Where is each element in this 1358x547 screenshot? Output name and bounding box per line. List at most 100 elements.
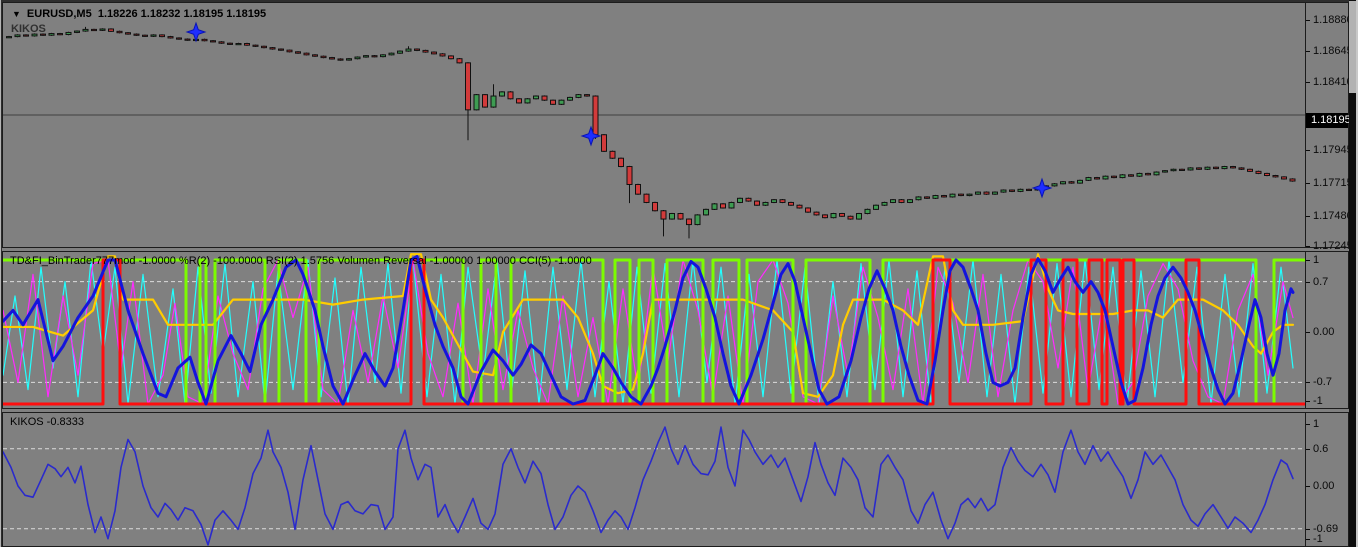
candle-bear	[601, 134, 607, 152]
candle-bear	[1255, 170, 1262, 174]
axis-tick-label: 1.18880	[1313, 14, 1353, 26]
candle-bear	[805, 207, 811, 213]
candle-bull	[14, 34, 21, 38]
candle-bear	[847, 215, 854, 220]
candle-bull	[1000, 189, 1007, 193]
candle-bull	[354, 56, 361, 60]
candle-bear	[303, 52, 310, 56]
candle-bull	[533, 95, 539, 100]
candle-bull	[771, 199, 777, 203]
candle-bear	[142, 34, 148, 37]
vertical-scrollbar-thumb[interactable]	[1349, 1, 1356, 93]
axis-tick	[1306, 150, 1310, 151]
candle-bear	[201, 38, 208, 42]
oscillator-canvas[interactable]	[3, 252, 1305, 408]
candle-bull	[890, 199, 896, 203]
vertical-scrollbar-track[interactable]	[1349, 0, 1356, 547]
candle-bear	[456, 58, 463, 64]
candle-bear	[745, 197, 752, 202]
candle-bull	[363, 55, 369, 58]
candle-bear	[91, 28, 97, 32]
candle-bear	[1111, 175, 1117, 179]
candle-bull	[405, 48, 412, 52]
signal-star-icon[interactable]	[185, 21, 207, 43]
candle-bear	[584, 94, 590, 97]
candle-bull	[490, 95, 497, 108]
candle-bear	[1238, 167, 1245, 170]
candle-bull	[524, 98, 531, 104]
axis-tick-label: -1	[1313, 395, 1323, 407]
symbol-dropdown-icon[interactable]: ▼	[12, 9, 21, 19]
candles-layer	[6, 26, 1296, 239]
candle-bear	[652, 201, 658, 212]
candle-bear	[626, 166, 633, 185]
candle-bear	[261, 45, 267, 49]
candle-bull	[567, 96, 573, 101]
candle-bear	[822, 214, 828, 219]
oscillator-axis: 1 0.7 0.00 -0.7 -1	[1305, 252, 1348, 408]
candle-bull	[48, 33, 55, 36]
candle-bear	[295, 51, 301, 54]
candle-bear	[23, 34, 29, 37]
axis-tick-label: 0.7	[1313, 275, 1329, 288]
candle-bull	[873, 204, 879, 210]
candle-bear	[541, 95, 548, 101]
candle-bull	[1170, 168, 1177, 172]
candle-bear	[609, 150, 616, 159]
candle-bear	[337, 58, 344, 61]
candle-bear	[448, 55, 454, 60]
axis-tick-label: 0.6	[1313, 442, 1329, 455]
candle-bull	[99, 28, 106, 31]
candle-bear	[439, 53, 446, 57]
candle-bear	[465, 62, 471, 111]
axis-tick	[1306, 528, 1310, 530]
candle-bull	[380, 54, 386, 58]
candle-bear	[507, 91, 514, 100]
candle-bear	[1281, 176, 1287, 180]
kikos-line-blue	[3, 426, 1294, 546]
signal-star-icon[interactable]	[580, 125, 602, 147]
candle-bear	[1247, 168, 1253, 172]
axis-tick-label: 1.17480	[1313, 210, 1353, 222]
candle-bear	[167, 36, 174, 39]
candle-bear	[1213, 166, 1219, 170]
candle-bear	[924, 196, 930, 199]
candle-bull	[949, 193, 956, 198]
signal-star-icon[interactable]	[1031, 177, 1053, 199]
axis-tick-label: -1	[1313, 533, 1323, 545]
candle-bull	[1153, 171, 1160, 176]
candle-bear	[1230, 166, 1236, 169]
candle-bull	[966, 193, 973, 197]
candle-bull	[575, 94, 582, 98]
symbol-timeframe-label: EURUSD,M5	[26, 8, 92, 20]
candle-bull	[82, 28, 89, 32]
candle-bull	[975, 191, 981, 195]
candle-bull	[397, 50, 403, 54]
candle-bear	[983, 191, 990, 195]
candle-bull	[1060, 181, 1066, 185]
main-line-blue	[3, 254, 1295, 406]
candle-bear	[686, 218, 692, 226]
candle-bull	[915, 196, 922, 201]
candle-bull	[711, 203, 718, 210]
candle-bear	[550, 99, 556, 105]
candle-bear	[227, 42, 233, 45]
chart-title-bar: ▼ EURUSD,M5 1.18226 1.18232 1.18195 1.181…	[12, 8, 266, 20]
kikos-canvas[interactable]	[3, 413, 1305, 546]
candle-bull	[31, 33, 38, 37]
candle-bull	[65, 31, 72, 36]
price-chart-canvas[interactable]	[3, 3, 1305, 247]
axis-tick-label: 0.00	[1313, 326, 1335, 338]
candle-bear	[635, 183, 641, 195]
candle-bull	[737, 197, 743, 203]
price-axis: 1.18880 1.18645 1.18410 1.17945 1.17715 1.174…	[1305, 3, 1353, 252]
axis-tick	[1306, 260, 1310, 261]
axis-tick-label: 1.18645	[1313, 45, 1353, 57]
kikos-axis: 1 0.6 0.00 -0.69 -1	[1305, 413, 1348, 546]
axis-tick-label: -0.7	[1313, 376, 1332, 389]
axis-tick	[1306, 51, 1310, 52]
candle-bear	[431, 51, 437, 55]
candle-bear	[516, 98, 522, 104]
axis-tick	[1306, 332, 1310, 333]
candle-bear	[320, 55, 327, 59]
